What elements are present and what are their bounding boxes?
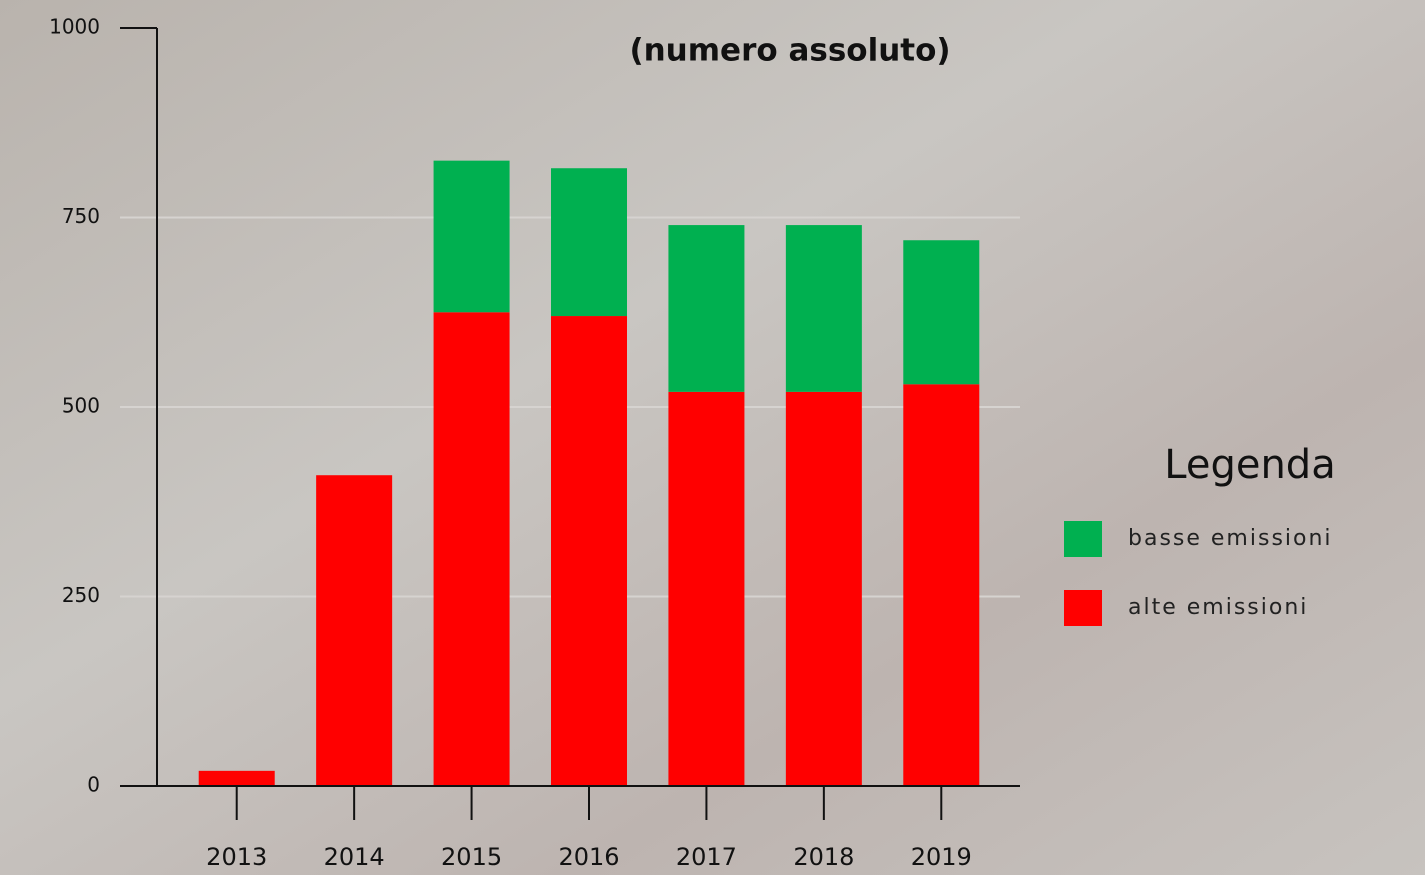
bar-segment [785, 225, 862, 392]
bar-segment [668, 225, 745, 392]
legend-swatch [1064, 590, 1102, 626]
x-tick-label: 2017 [676, 843, 737, 871]
x-tick-label: 2016 [558, 843, 619, 871]
y-tick-label: 0 [87, 773, 100, 797]
bar-segment [433, 312, 510, 786]
y-tick-label: 750 [62, 204, 100, 228]
bar-segment [433, 160, 510, 313]
bar-segment [316, 475, 393, 786]
x-tick-label: 2019 [911, 843, 972, 871]
bar-segment [551, 168, 627, 317]
bar-segment [551, 316, 627, 786]
chart-title: (numero assoluto) [629, 33, 950, 69]
legend-title: Legenda [1164, 442, 1335, 488]
x-tick-label: 2013 [206, 843, 267, 871]
x-tick-label: 2015 [441, 843, 502, 871]
legend-swatch [1064, 521, 1102, 557]
x-tick-label: 2018 [793, 843, 854, 871]
bar-segment [903, 384, 980, 786]
bar-segment [198, 770, 275, 786]
bar-segment [903, 240, 980, 385]
bar-segment [785, 391, 862, 786]
bar-segment [668, 391, 745, 786]
y-tick-label: 500 [62, 394, 100, 418]
y-tick-label: 1000 [49, 15, 100, 39]
x-tick-label: 2014 [324, 843, 385, 871]
y-tick-label: 250 [62, 583, 100, 607]
legend-label: alte emissioni [1128, 595, 1308, 620]
legend-label: basse emissioni [1128, 526, 1333, 551]
